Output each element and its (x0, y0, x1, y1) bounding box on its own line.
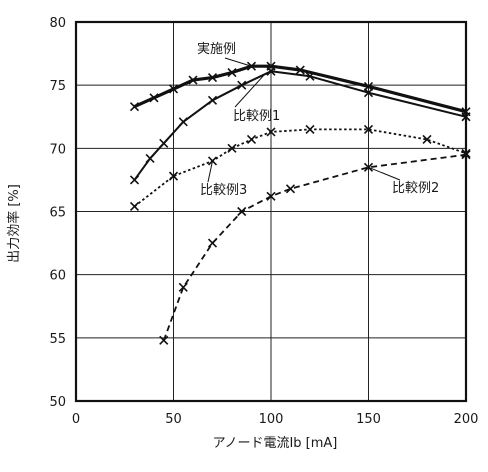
y-tick-label: 70 (49, 142, 66, 157)
series-1 (129, 61, 471, 117)
data-point-marker (422, 134, 432, 145)
y-tick-label: 55 (49, 332, 66, 347)
data-point-marker (159, 335, 169, 345)
x-axis-title: アノード電流Ib [mA] (213, 436, 338, 451)
data-point-marker (305, 71, 315, 81)
x-tick-label: 0 (72, 412, 80, 427)
data-point-marker (227, 67, 237, 78)
x-tick-label: 200 (454, 412, 479, 427)
data-point-marker (159, 138, 169, 148)
series-label: 比較例2 (392, 181, 439, 196)
series-label-leader (234, 73, 266, 108)
series-label-leader (368, 166, 401, 181)
series-label: 実施例 (197, 41, 236, 57)
data-point-marker (129, 175, 140, 185)
series-label: 比較例3 (200, 183, 247, 198)
data-point-marker (129, 102, 140, 112)
data-point-marker (295, 65, 305, 75)
data-point-marker (149, 93, 159, 103)
data-point-marker (237, 206, 247, 217)
y-axis-title: 出力効率 [%] (6, 184, 22, 263)
y-tick-label: 50 (49, 395, 66, 410)
data-point-marker (363, 124, 374, 134)
data-point-marker (266, 127, 276, 137)
x-tick-label: 150 (356, 412, 381, 427)
grid-layer (76, 22, 466, 401)
data-point-marker (266, 66, 276, 76)
series-line (133, 128, 467, 208)
data-point-marker (207, 95, 218, 105)
series-label: 比較例1 (233, 109, 280, 124)
data-point-marker (305, 124, 315, 134)
data-point-marker (188, 75, 198, 85)
data-point-marker (129, 201, 140, 212)
data-point-marker (207, 238, 218, 248)
series-layer (129, 61, 471, 345)
series-label-leader (224, 57, 252, 67)
data-point-marker (207, 73, 218, 83)
data-point-marker (237, 80, 247, 90)
y-tick-label: 60 (49, 269, 66, 284)
series-line (162, 153, 467, 341)
y-tick-label: 65 (49, 206, 66, 221)
x-tick-label: 50 (165, 412, 182, 427)
data-point-marker (246, 134, 257, 145)
data-point-marker (168, 171, 179, 181)
data-point-marker (285, 184, 296, 194)
y-tick-label: 75 (49, 79, 66, 94)
series-label-leader (207, 160, 213, 183)
y-tick-label: 80 (49, 16, 66, 31)
tick-labels: 0 50 100 150 200 50 55 60 65 70 75 80 (49, 16, 478, 427)
series-3 (129, 124, 471, 212)
data-point-marker (168, 84, 179, 94)
series-4 (159, 150, 471, 345)
x-tick-label: 100 (259, 412, 284, 427)
data-point-marker (227, 143, 237, 153)
series-line (133, 70, 467, 181)
plot-frame (74, 20, 468, 403)
data-point-marker (178, 282, 188, 292)
data-point-marker (178, 117, 188, 127)
data-point-marker (145, 153, 155, 164)
data-point-marker (266, 191, 276, 201)
data-point-marker (363, 88, 374, 98)
